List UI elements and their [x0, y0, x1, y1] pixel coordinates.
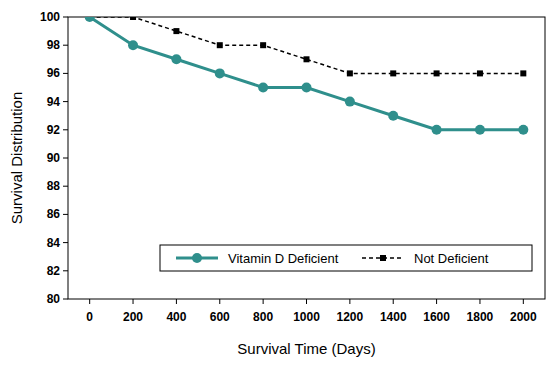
series-marker: [518, 125, 528, 135]
series-marker: [477, 70, 483, 76]
x-tick-label: 2000: [510, 310, 537, 324]
y-axis-title: Survival Distribution: [8, 92, 25, 225]
x-tick: [176, 299, 177, 304]
y-tick-label: 98: [47, 38, 61, 52]
x-tick: [89, 299, 90, 304]
y-tick-label: 94: [47, 95, 61, 109]
y-tick-label: 86: [47, 207, 61, 221]
series-marker: [258, 83, 268, 93]
y-tick-label: 82: [47, 264, 61, 278]
data-group: [85, 17, 529, 135]
series-marker: [390, 70, 396, 76]
series-marker: [302, 83, 312, 93]
x-tick: [393, 299, 394, 304]
y-tick: [63, 186, 68, 187]
series-marker: [260, 42, 266, 48]
y-tick: [63, 101, 68, 102]
x-tick: [219, 299, 220, 304]
y-tick-label: 100: [40, 10, 60, 24]
legend-label: Vitamin D Deficient: [228, 251, 339, 266]
x-tick-label: 200: [123, 310, 143, 324]
x-tick-label: 1400: [380, 310, 407, 324]
x-tick: [349, 299, 350, 304]
x-tick: [306, 299, 307, 304]
series-marker: [171, 54, 181, 64]
y-tick: [63, 129, 68, 130]
y-tick: [63, 17, 68, 18]
x-tick-label: 800: [253, 310, 273, 324]
y-tick-label: 92: [47, 123, 61, 137]
series-marker: [215, 68, 225, 78]
x-tick-label: 1200: [337, 310, 364, 324]
y-tick-label: 88: [47, 179, 61, 193]
y-tick: [63, 45, 68, 46]
series-marker: [475, 125, 485, 135]
legend-marker: [380, 255, 386, 261]
x-axis-title: Survival Time (Days): [237, 340, 375, 357]
legend-box: [160, 245, 532, 271]
y-tick: [63, 242, 68, 243]
series-line: [90, 17, 524, 73]
x-tick: [523, 299, 524, 304]
x-tick-label: 1000: [293, 310, 320, 324]
x-tick: [263, 299, 264, 304]
series-marker: [85, 17, 95, 22]
legend-marker: [192, 253, 202, 263]
y-tick-label: 90: [47, 151, 61, 165]
series-marker: [434, 70, 440, 76]
y-tick: [63, 270, 68, 271]
x-tick-label: 1800: [467, 310, 494, 324]
x-tick-label: 0: [86, 310, 93, 324]
x-tick: [479, 299, 480, 304]
series-marker: [388, 111, 398, 121]
x-tick: [436, 299, 437, 304]
series-marker: [173, 28, 179, 34]
chart: 8082848688909294969810002004006008001000…: [0, 0, 558, 369]
plot-frame: [68, 17, 545, 299]
series-marker: [128, 40, 138, 50]
y-tick-label: 96: [47, 66, 61, 80]
y-tick: [63, 299, 68, 300]
series-marker: [345, 97, 355, 107]
series-line: [90, 17, 524, 130]
x-tick-label: 600: [210, 310, 230, 324]
y-tick: [63, 158, 68, 159]
y-tick-label: 84: [47, 236, 61, 250]
legend-label: Not Deficient: [414, 251, 489, 266]
series-marker: [130, 17, 136, 20]
series-marker: [520, 70, 526, 76]
x-tick-label: 400: [166, 310, 186, 324]
y-tick-label: 80: [47, 292, 61, 306]
y-tick: [63, 214, 68, 215]
series-marker: [432, 125, 442, 135]
series-marker: [304, 56, 310, 62]
y-tick: [63, 73, 68, 74]
series-marker: [347, 70, 353, 76]
x-tick: [133, 299, 134, 304]
x-tick-label: 1600: [423, 310, 450, 324]
legend: Vitamin D Deficient Not Deficient: [160, 245, 532, 271]
series-marker: [217, 42, 223, 48]
